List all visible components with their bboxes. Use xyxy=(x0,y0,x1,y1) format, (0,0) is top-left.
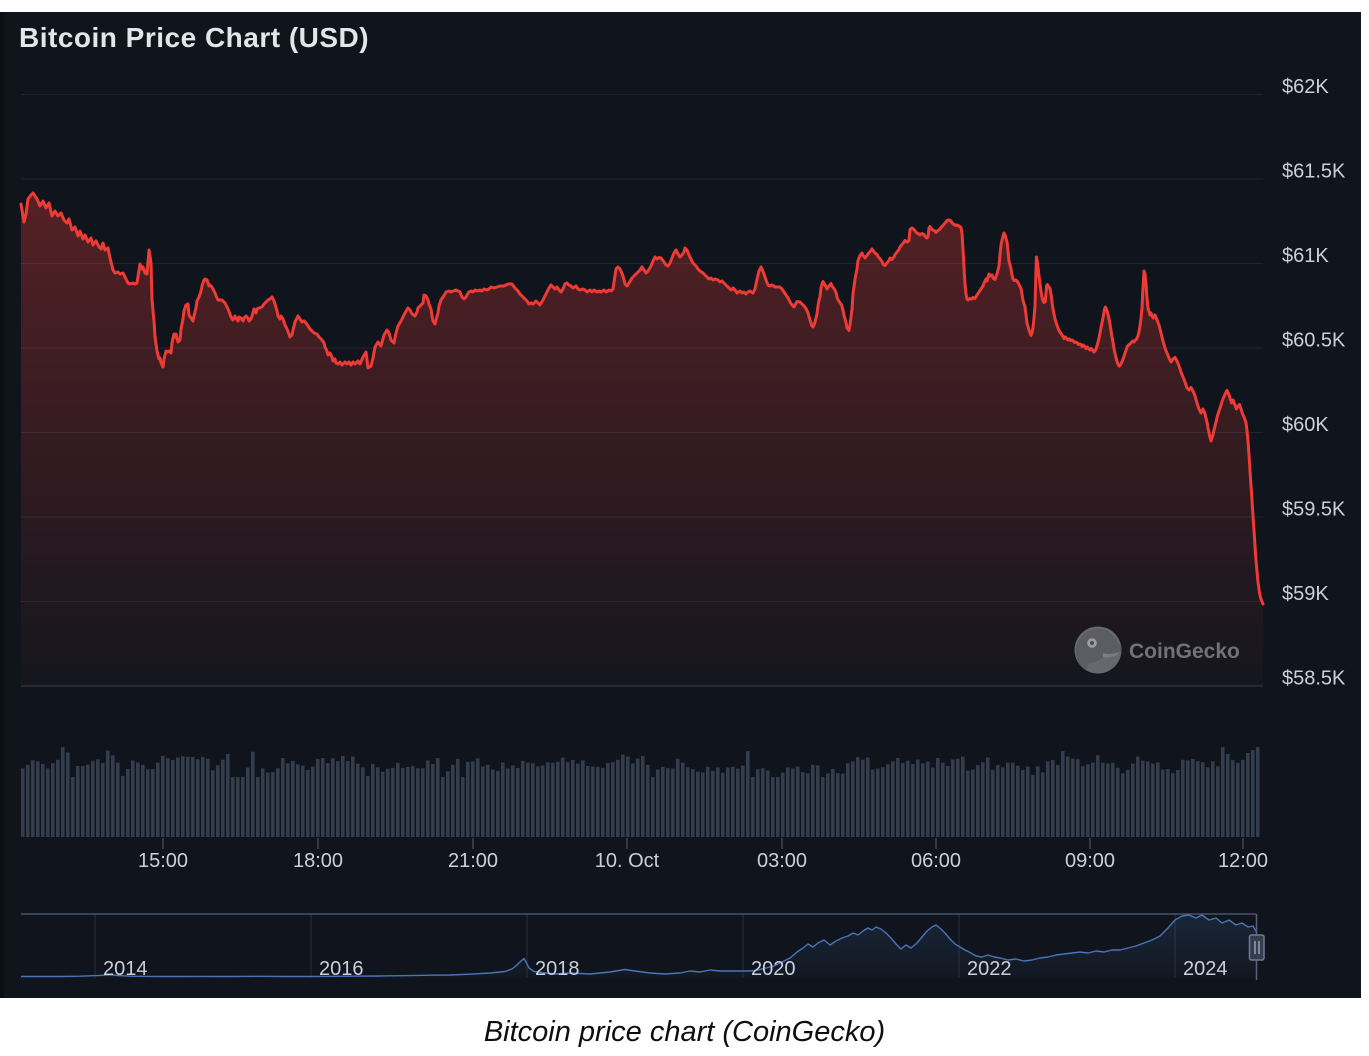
svg-text:$59.5K: $59.5K xyxy=(1282,499,1346,521)
svg-text:21:00: 21:00 xyxy=(448,850,498,872)
svg-text:2024: 2024 xyxy=(1183,958,1228,980)
svg-text:15:00: 15:00 xyxy=(138,850,188,872)
svg-text:Bitcoin Price Chart (USD): Bitcoin Price Chart (USD) xyxy=(19,22,369,53)
svg-text:$62K: $62K xyxy=(1282,76,1329,98)
svg-text:2018: 2018 xyxy=(535,958,580,980)
svg-text:$58.5K: $58.5K xyxy=(1282,668,1346,690)
svg-text:2014: 2014 xyxy=(103,958,148,980)
svg-text:CoinGecko: CoinGecko xyxy=(1129,640,1240,663)
svg-text:$61.5K: $61.5K xyxy=(1282,161,1346,183)
svg-text:2022: 2022 xyxy=(967,958,1012,980)
svg-text:$60.5K: $60.5K xyxy=(1282,330,1346,352)
svg-text:10. Oct: 10. Oct xyxy=(595,850,660,872)
svg-text:09:00: 09:00 xyxy=(1065,850,1115,872)
svg-text:2016: 2016 xyxy=(319,958,364,980)
svg-text:18:00: 18:00 xyxy=(293,850,343,872)
svg-text:$59K: $59K xyxy=(1282,583,1329,605)
svg-text:2020: 2020 xyxy=(751,958,796,980)
svg-text:$60K: $60K xyxy=(1282,414,1329,436)
svg-text:12:00: 12:00 xyxy=(1218,850,1268,872)
svg-text:$61K: $61K xyxy=(1282,245,1329,267)
svg-text:06:00: 06:00 xyxy=(911,850,961,872)
svg-text:03:00: 03:00 xyxy=(757,850,807,872)
